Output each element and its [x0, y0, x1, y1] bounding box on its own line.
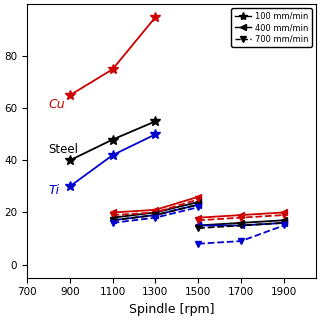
X-axis label: Spindle [rpm]: Spindle [rpm]	[129, 303, 214, 316]
Text: Steel: Steel	[48, 143, 78, 156]
Text: Ti: Ti	[48, 184, 60, 197]
Text: Cu: Cu	[48, 98, 65, 111]
Legend: 100 mm/min, 400 mm/min, 700 mm/min: 100 mm/min, 400 mm/min, 700 mm/min	[231, 8, 312, 47]
